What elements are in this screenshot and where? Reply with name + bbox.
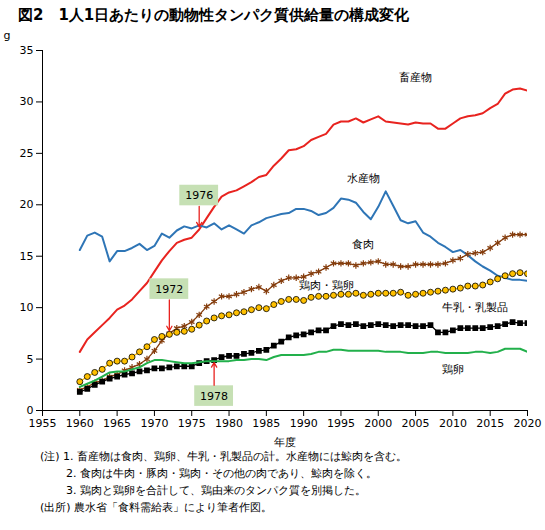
svg-text:1955: 1955 [29,417,57,430]
svg-text:10: 10 [20,301,34,314]
svg-text:1972: 1972 [155,283,183,296]
svg-text:5: 5 [27,353,34,366]
html-text:(注) 1. 畜産物は食肉、鶏卵、牛乳・乳製品の計。水産物に: (注) 1. 畜産物は食肉、鶏卵、牛乳・乳製品の計。水産物には鯨肉を含む。 [40,450,408,463]
svg-text:1970: 1970 [140,417,168,430]
svg-text:鶏卵: 鶏卵 [442,363,464,376]
svg-text:15: 15 [20,250,34,263]
svg-text:1980: 1980 [215,417,243,430]
svg-text:25: 25 [20,147,34,160]
svg-text:畜産物: 畜産物 [399,71,432,84]
svg-text:1978: 1978 [200,390,228,403]
svg-text:2020: 2020 [514,417,542,430]
svg-text:2000: 2000 [364,417,392,430]
svg-text:1995: 1995 [327,417,355,430]
svg-text:30: 30 [20,95,34,108]
html-text:図2 1人1日あたりの動物性タンパク質供給量の構成変化: 図2 1人1日あたりの動物性タンパク質供給量の構成変化 [18,6,410,24]
html-text:2. 食肉は牛肉・豚肉・鶏肉・その他の肉であり、鯨肉を除く。: 2. 食肉は牛肉・豚肉・鶏肉・その他の肉であり、鯨肉を除く。 [66,467,377,480]
svg-text:1975: 1975 [178,417,206,430]
svg-text:g: g [4,29,11,42]
svg-text:牛乳・乳製品: 牛乳・乳製品 [442,301,508,314]
svg-text:0: 0 [27,404,34,417]
svg-text:年度: 年度 [274,436,296,449]
svg-text:35: 35 [20,44,34,57]
svg-text:食肉: 食肉 [352,238,374,251]
svg-text:1976: 1976 [185,189,213,202]
svg-text:1960: 1960 [66,417,94,430]
svg-text:2015: 2015 [476,417,504,430]
html-text:3. 鶏肉と鶏卵を合計して、鶏由来のタンパク質を別掲した。: 3. 鶏肉と鶏卵を合計して、鶏由来のタンパク質を別掲した。 [66,484,366,497]
svg-text:20: 20 [20,198,34,211]
svg-text:2010: 2010 [439,417,467,430]
html-text:(出所) 農水省「食料需給表」により筆者作図。: (出所) 農水省「食料需給表」により筆者作図。 [40,501,273,514]
svg-text:2005: 2005 [402,417,430,430]
svg-text:1985: 1985 [252,417,280,430]
svg-text:1990: 1990 [290,417,318,430]
svg-text:水産物: 水産物 [347,172,380,185]
svg-text:1965: 1965 [103,417,131,430]
svg-text:鶏肉・鶏卵: 鶏肉・鶏卵 [299,279,354,292]
